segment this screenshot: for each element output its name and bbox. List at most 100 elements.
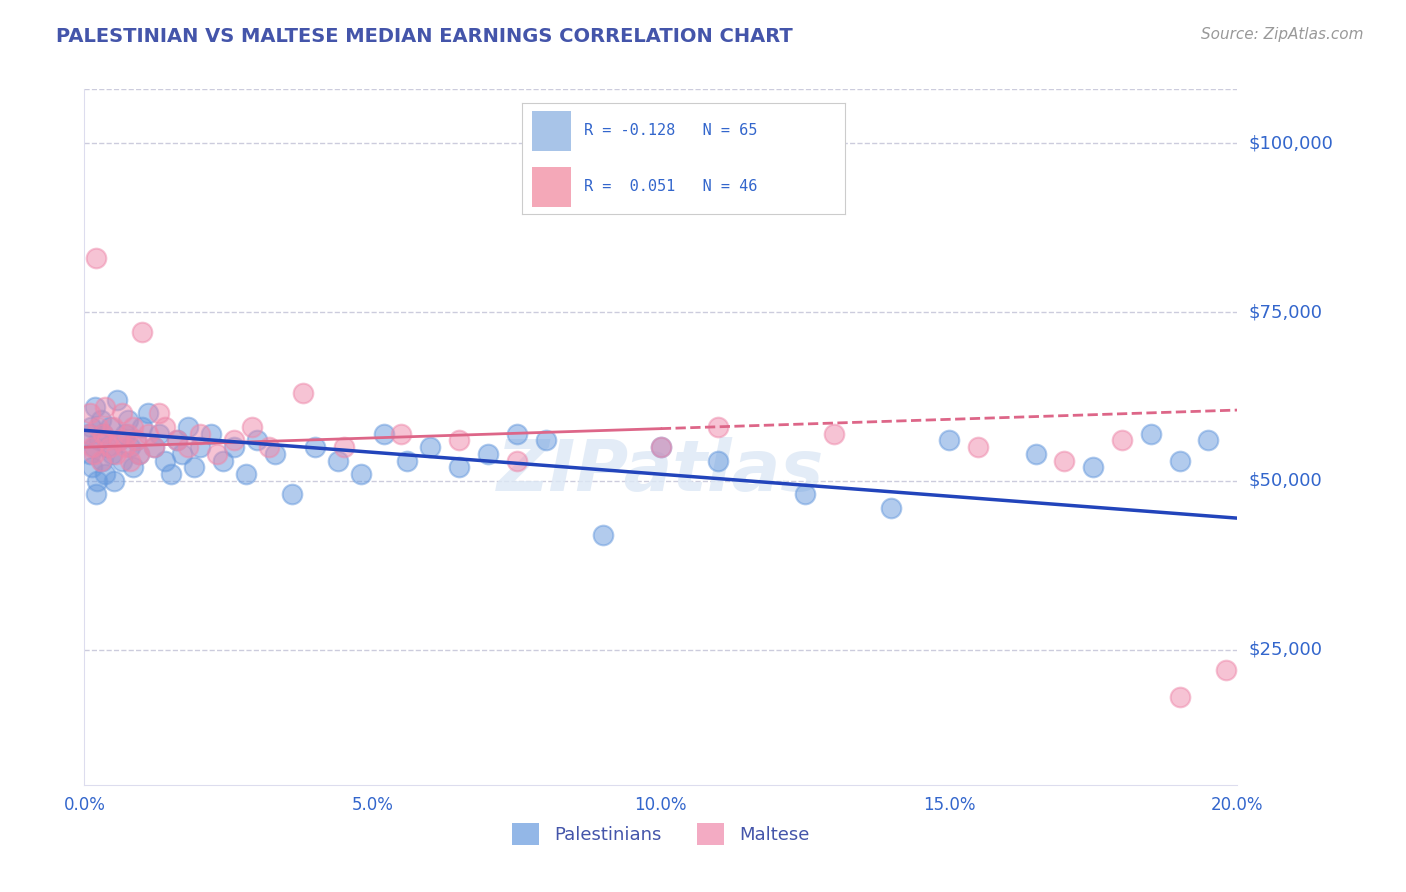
Point bbox=[292, 386, 315, 401]
Point bbox=[1053, 454, 1076, 468]
Point bbox=[117, 413, 139, 427]
Point bbox=[1198, 434, 1220, 448]
Point bbox=[224, 434, 246, 448]
Text: Source: ZipAtlas.com: Source: ZipAtlas.com bbox=[1201, 27, 1364, 42]
Point bbox=[373, 426, 395, 441]
Point bbox=[80, 420, 103, 434]
Point bbox=[136, 426, 159, 441]
Text: $100,000: $100,000 bbox=[1249, 134, 1333, 153]
Point bbox=[128, 447, 150, 461]
Point bbox=[84, 487, 107, 501]
Point bbox=[177, 420, 200, 434]
Point bbox=[1025, 447, 1047, 461]
Point bbox=[98, 420, 121, 434]
Point bbox=[200, 426, 222, 441]
Point bbox=[82, 460, 104, 475]
Legend: Palestinians, Maltese: Palestinians, Maltese bbox=[505, 816, 817, 853]
Text: ZIPatlas: ZIPatlas bbox=[498, 437, 824, 507]
Point bbox=[188, 440, 211, 454]
Point bbox=[94, 467, 117, 482]
Point bbox=[938, 434, 960, 448]
Point bbox=[326, 454, 349, 468]
Point bbox=[188, 426, 211, 441]
Point bbox=[79, 406, 101, 420]
Point bbox=[87, 420, 110, 434]
Point bbox=[183, 460, 205, 475]
Point bbox=[172, 447, 194, 461]
Point bbox=[246, 434, 269, 448]
Point bbox=[105, 447, 128, 461]
Point bbox=[177, 440, 200, 454]
Point bbox=[205, 447, 228, 461]
Point bbox=[449, 434, 471, 448]
Point bbox=[108, 434, 131, 448]
Point bbox=[91, 426, 114, 441]
Point bbox=[108, 434, 131, 448]
Point bbox=[98, 440, 121, 454]
Point bbox=[120, 440, 142, 454]
Point bbox=[122, 420, 145, 434]
Point bbox=[1215, 663, 1237, 677]
Point bbox=[506, 454, 529, 468]
Point bbox=[823, 426, 845, 441]
Point bbox=[211, 454, 233, 468]
Point bbox=[707, 454, 730, 468]
Point bbox=[94, 400, 117, 414]
Point bbox=[83, 447, 105, 461]
Point bbox=[391, 426, 413, 441]
Point bbox=[263, 447, 285, 461]
Point bbox=[419, 440, 441, 454]
Point bbox=[1111, 434, 1133, 448]
Point bbox=[257, 440, 280, 454]
Point bbox=[131, 420, 153, 434]
Point bbox=[96, 440, 118, 454]
Point bbox=[534, 434, 557, 448]
Point bbox=[111, 406, 134, 420]
Point bbox=[77, 426, 100, 441]
Point bbox=[449, 460, 471, 475]
Point bbox=[148, 426, 170, 441]
Point bbox=[125, 434, 148, 448]
Point bbox=[120, 454, 142, 468]
Point bbox=[117, 426, 139, 441]
Point bbox=[1168, 690, 1191, 705]
Point bbox=[90, 454, 112, 468]
Point bbox=[592, 528, 614, 542]
Point bbox=[89, 454, 111, 468]
Point bbox=[281, 487, 304, 501]
Point bbox=[166, 434, 188, 448]
Point bbox=[707, 420, 730, 434]
Point bbox=[153, 454, 176, 468]
Point bbox=[96, 434, 118, 448]
Point bbox=[142, 440, 165, 454]
Point bbox=[136, 406, 159, 420]
Point bbox=[122, 460, 145, 475]
Point bbox=[86, 474, 108, 488]
Point bbox=[131, 326, 153, 340]
Point bbox=[967, 440, 990, 454]
Point bbox=[114, 440, 136, 454]
Point bbox=[80, 440, 103, 454]
Point bbox=[650, 440, 672, 454]
Point bbox=[114, 426, 136, 441]
Point bbox=[103, 474, 125, 488]
Text: PALESTINIAN VS MALTESE MEDIAN EARNINGS CORRELATION CHART: PALESTINIAN VS MALTESE MEDIAN EARNINGS C… bbox=[56, 27, 793, 45]
Point bbox=[153, 420, 176, 434]
Point bbox=[333, 440, 356, 454]
Point bbox=[506, 426, 529, 441]
Point bbox=[103, 420, 124, 434]
Point bbox=[350, 467, 373, 482]
Point bbox=[101, 447, 124, 461]
Point bbox=[111, 454, 134, 468]
Point bbox=[166, 434, 188, 448]
Point bbox=[77, 426, 100, 441]
Point bbox=[304, 440, 326, 454]
Point bbox=[128, 447, 150, 461]
Text: $75,000: $75,000 bbox=[1249, 303, 1323, 321]
Point bbox=[105, 392, 128, 407]
Point bbox=[240, 420, 263, 434]
Point bbox=[148, 406, 170, 420]
Point bbox=[235, 467, 257, 482]
Point bbox=[142, 440, 165, 454]
Point bbox=[794, 487, 817, 501]
